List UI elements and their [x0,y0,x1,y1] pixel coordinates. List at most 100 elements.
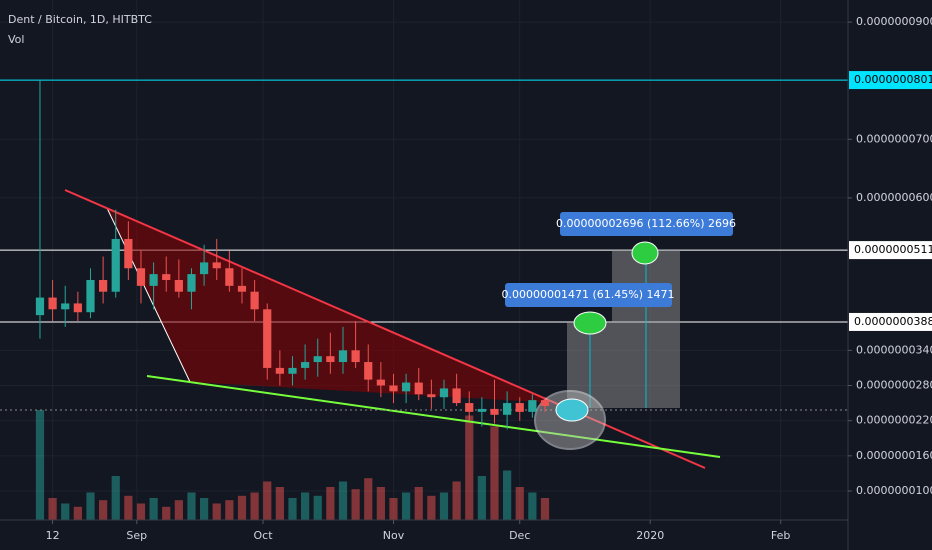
candle-body [452,388,461,404]
volume-bar [48,498,57,520]
candle-body [288,367,297,374]
y-tick-label: 0.00000007000 [856,132,932,145]
y-tick-label: 0.00000006000 [856,191,932,204]
range-label: 0.00000001471 (61.45%) 1471 [502,288,675,301]
candle-body [99,279,108,292]
volume-bar [73,506,82,520]
candle-body [86,279,95,313]
resistance-line [64,189,706,469]
axes: 0.00000009000 0.00000007000 0.00000006000 0… [46,15,932,542]
candle-body [200,262,209,275]
volume-bar [288,498,297,520]
volume-bar [237,495,247,520]
candles [35,80,550,430]
candle-body [414,382,423,395]
label-box [505,283,672,307]
entry-marker [555,398,589,422]
candle-body [111,238,120,292]
volume-bar [301,492,310,520]
x-tick-label: 12 [46,529,60,542]
level-label: 0.00000003884 [854,315,932,328]
volume-bar [326,487,335,520]
candle-body [376,379,385,386]
volume-bar [212,503,221,520]
y-tick-label: 0.00000009000 [856,15,932,28]
y-tick-label: 0.00000002200 [856,414,932,427]
volume-bar [250,492,259,520]
range-label: 0.00000002696 (112.66%) 2696 [556,217,736,230]
candle-body [364,362,373,380]
volume-bar [389,498,398,520]
candle-body [237,285,247,292]
volume-bar [540,498,550,520]
candle-body [225,268,234,286]
candle-body [301,362,310,368]
candle-body [162,274,171,280]
candle-body [263,309,272,368]
volume-bar [402,492,411,520]
volume-bar [477,476,486,520]
candle-body [250,291,259,310]
volume-bar [162,506,171,520]
candle-body [35,297,45,316]
volume-bar [376,487,385,520]
y-tick-label: 0.00000002800 [856,378,932,391]
label-box [560,212,733,236]
candle-body [313,356,322,363]
support-line [146,375,721,458]
candle-body [503,403,512,415]
candle-body [465,403,474,412]
candle-body [402,382,411,392]
volume-bar [99,500,108,520]
volume-layer [35,410,550,520]
candle-body [174,279,183,292]
volume-bar [86,492,95,520]
candle-body [48,297,57,310]
wedge-edge [106,207,191,383]
volume-bar [351,489,360,520]
level-label-box [849,312,932,331]
chart-title: Dent / Bitcoin, 1D, HITBTC [8,13,152,26]
candle-body [61,303,70,310]
volume-bar [427,495,436,520]
volume-bar [200,498,209,520]
x-tick-label: Sep [126,529,147,542]
volume-bar [528,492,537,520]
candle-body [439,388,449,398]
target-marker [573,311,607,335]
volume-bar [149,498,158,520]
level-label-box [849,241,932,260]
volume-bar [111,476,120,520]
volume-bar [225,500,234,520]
candle-body [212,262,221,269]
volume-bar [35,410,45,520]
volume-bar [490,426,499,520]
candle-body [124,238,133,269]
y-tick-label: 0.00000001600 [856,449,932,462]
level-label: 0.00000008011 [854,73,932,86]
y-tick-label: 0.00000001000 [856,484,932,497]
volume-bar [263,481,272,520]
volume-bar [136,503,146,520]
candle-body [73,303,82,313]
candle-body [338,350,348,363]
x-tick-label: Feb [771,529,790,542]
volume-bar [187,492,196,520]
y-tick-label: 0.00000003400 [856,343,932,356]
volume-bar [439,492,449,520]
volume-bar [414,487,423,520]
volume-bar [61,503,70,520]
volume-bar [174,500,183,520]
x-tick-label: Dec [509,529,530,542]
x-tick-label: Nov [383,529,405,542]
candle-body [275,367,284,374]
candle-body [427,394,436,398]
candle-body [149,274,158,286]
candle-body [515,403,524,412]
volume-bar [452,481,461,520]
candle-body [389,385,398,392]
candle-body [187,274,196,292]
volume-bar [313,495,322,520]
candle-body [477,408,486,412]
